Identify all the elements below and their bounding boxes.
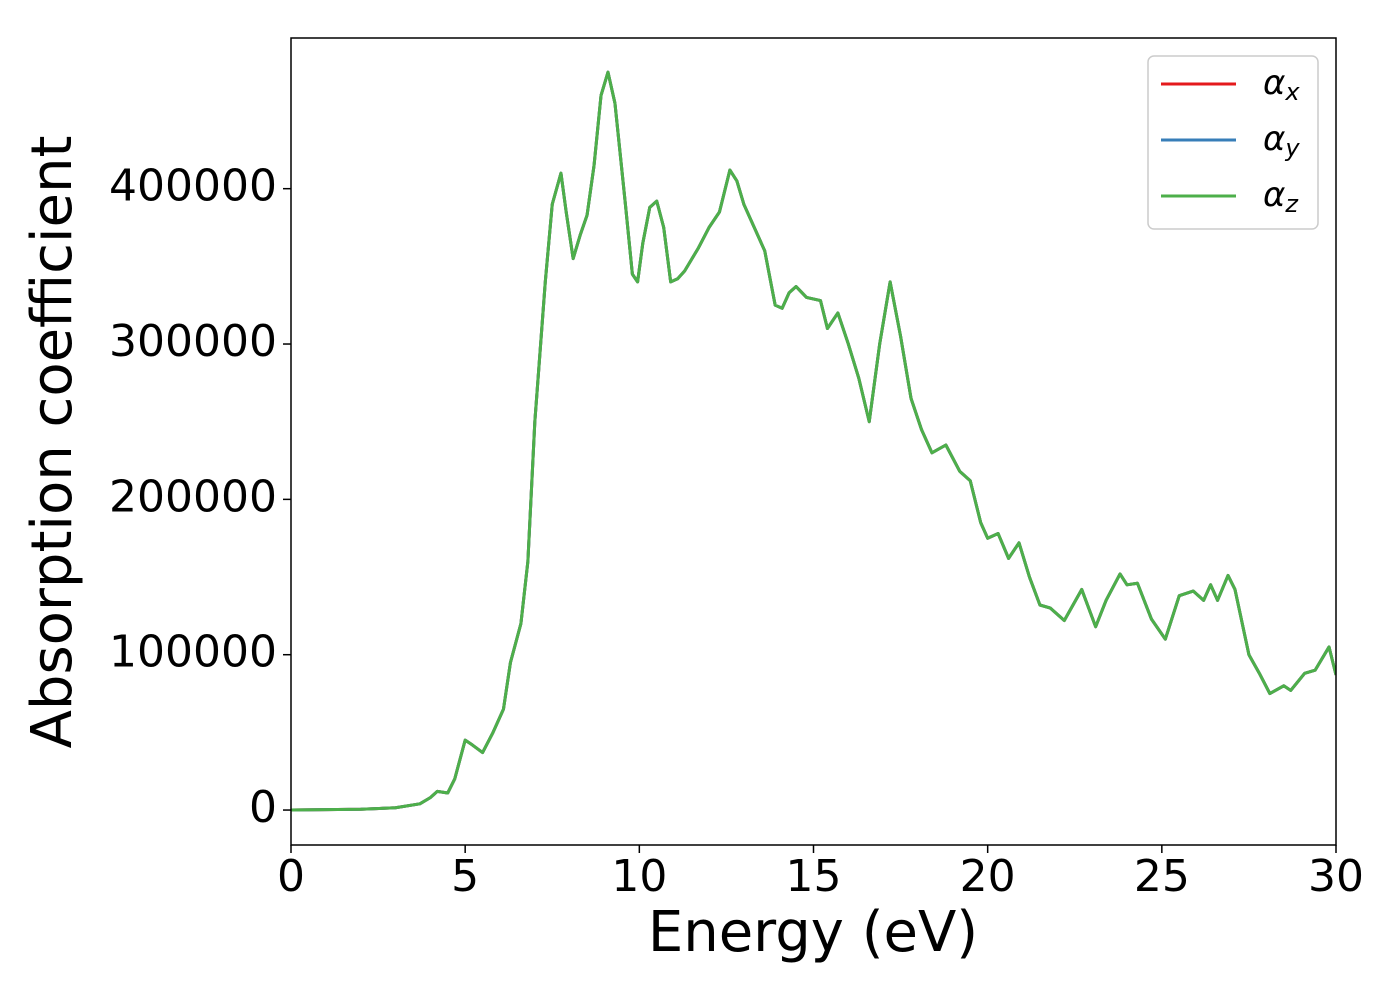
legend-box [1147, 55, 1319, 230]
y-tick-label: 200000 [109, 471, 277, 522]
x-tick-label: 25 [1134, 851, 1190, 902]
series-line [291, 70, 1336, 812]
x-axis-label: Energy (eV) [648, 900, 978, 965]
y-tick-label: 0 [249, 782, 277, 833]
y-tick-label: 100000 [109, 627, 277, 678]
x-tick-label: 0 [277, 851, 305, 902]
plot-frame [290, 37, 1337, 846]
y-tick-label: 300000 [109, 316, 277, 367]
y-tick-label: 400000 [109, 161, 277, 212]
legend-label: αy [1263, 119, 1300, 163]
x-tick-label: 10 [611, 851, 667, 902]
x-tick-label: 5 [451, 851, 479, 902]
x-tick-label: 20 [960, 851, 1016, 902]
legend-label: αx [1263, 63, 1300, 107]
y-axis-label: Absorption coefficient [20, 136, 85, 749]
x-tick-label: 30 [1308, 851, 1364, 902]
x-tick-label: 15 [786, 851, 842, 902]
legend-label: αz [1263, 175, 1299, 219]
